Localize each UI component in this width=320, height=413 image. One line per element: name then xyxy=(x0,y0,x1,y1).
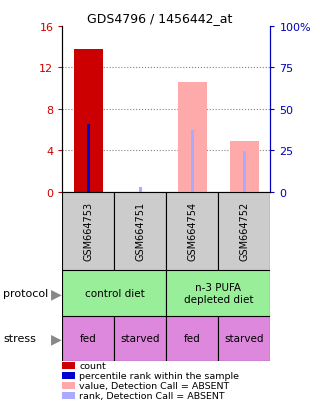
Text: starved: starved xyxy=(121,334,160,344)
Text: GSM664751: GSM664751 xyxy=(135,202,145,261)
Bar xyxy=(86,125,90,192)
Text: fed: fed xyxy=(184,334,201,344)
Text: value, Detection Call = ABSENT: value, Detection Call = ABSENT xyxy=(79,381,230,390)
Text: GSM664754: GSM664754 xyxy=(188,202,197,261)
Text: rank, Detection Call = ABSENT: rank, Detection Call = ABSENT xyxy=(79,391,225,400)
Bar xyxy=(115,192,166,271)
Bar xyxy=(230,141,259,192)
Bar xyxy=(115,316,166,361)
Bar xyxy=(243,151,246,192)
Text: ▶: ▶ xyxy=(51,332,61,346)
Bar xyxy=(139,188,142,192)
Text: stress: stress xyxy=(3,334,36,344)
Bar xyxy=(166,271,270,316)
Text: percentile rank within the sample: percentile rank within the sample xyxy=(79,371,239,380)
Bar xyxy=(166,316,218,361)
Bar xyxy=(178,83,207,192)
Text: GSM664753: GSM664753 xyxy=(84,202,93,261)
Text: count: count xyxy=(79,361,106,370)
Text: ▶: ▶ xyxy=(51,286,61,300)
Text: protocol: protocol xyxy=(3,288,48,298)
Text: GSM664752: GSM664752 xyxy=(239,202,249,261)
Text: n-3 PUFA
depleted diet: n-3 PUFA depleted diet xyxy=(184,282,253,304)
Bar xyxy=(218,316,270,361)
Bar xyxy=(74,50,103,192)
Bar xyxy=(62,192,115,271)
Bar xyxy=(62,271,166,316)
Bar xyxy=(166,192,218,271)
Bar xyxy=(190,131,194,192)
Bar xyxy=(62,316,115,361)
Text: starved: starved xyxy=(225,334,264,344)
Text: GDS4796 / 1456442_at: GDS4796 / 1456442_at xyxy=(87,12,233,25)
Bar xyxy=(218,192,270,271)
Text: control diet: control diet xyxy=(84,288,144,298)
Text: fed: fed xyxy=(80,334,97,344)
